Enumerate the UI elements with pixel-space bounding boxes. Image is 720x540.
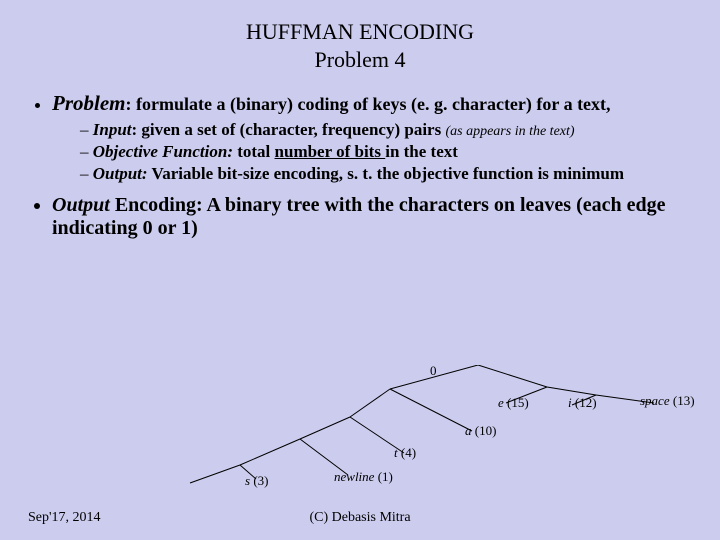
problem-label: Problem — [52, 91, 126, 115]
input-label: Input — [93, 120, 132, 139]
objective-pre: total — [233, 142, 275, 161]
bullet-list: Problem: formulate a (binary) coding of … — [30, 91, 690, 240]
sub-output: Output: Variable bit-size encoding, s. t… — [80, 164, 690, 184]
encoding-label: Output — [52, 194, 110, 216]
input-text: : given a set of (character, frequency) … — [132, 120, 446, 139]
huffman-tree: e (15) i (12) space (13) a (10) t (4)newline… — [0, 365, 720, 505]
leaf-s: s (3) — [245, 473, 268, 489]
sub-objective: Objective Function: total number of bits… — [80, 142, 690, 162]
edge-label-0: 0 — [430, 363, 437, 379]
bullet-problem: Problem: formulate a (binary) coding of … — [52, 91, 690, 184]
slide-title: HUFFMAN ENCODING Problem 4 — [0, 0, 720, 73]
bullet-encoding: Output Encoding: A binary tree with the … — [52, 194, 690, 240]
sub-list: Input: given a set of (character, freque… — [52, 120, 690, 184]
objective-label: Objective Function: — [93, 142, 233, 161]
title-line-1: HUFFMAN ENCODING — [246, 19, 474, 44]
leaf-newline: newline (1) — [334, 469, 393, 485]
leaf-space: space (13) — [640, 393, 695, 409]
objective-post: in the text — [385, 142, 458, 161]
output-text: Variable bit-size encoding, s. t. the ob… — [148, 164, 624, 183]
output-label: Output: — [93, 164, 148, 183]
leaf-a: a (10) — [465, 423, 496, 439]
leaf-e: e (15) — [498, 395, 529, 411]
tree-edges — [0, 365, 720, 525]
leaf-t: t (4) — [394, 445, 416, 461]
leaf-i: i (12) — [568, 395, 597, 411]
footer-copyright: (C) Debasis Mitra — [0, 510, 720, 526]
objective-underlined: number of bits — [275, 142, 386, 161]
sub-input: Input: given a set of (character, freque… — [80, 120, 690, 140]
slide: HUFFMAN ENCODING Problem 4 Problem: form… — [0, 0, 720, 540]
title-line-2: Problem 4 — [314, 47, 405, 72]
encoding-text: Encoding: A binary tree with the charact… — [52, 194, 666, 239]
input-tail: (as appears in the text) — [445, 124, 574, 139]
problem-text: : formulate a (binary) coding of keys (e… — [126, 94, 611, 114]
slide-content: Problem: formulate a (binary) coding of … — [0, 73, 720, 240]
